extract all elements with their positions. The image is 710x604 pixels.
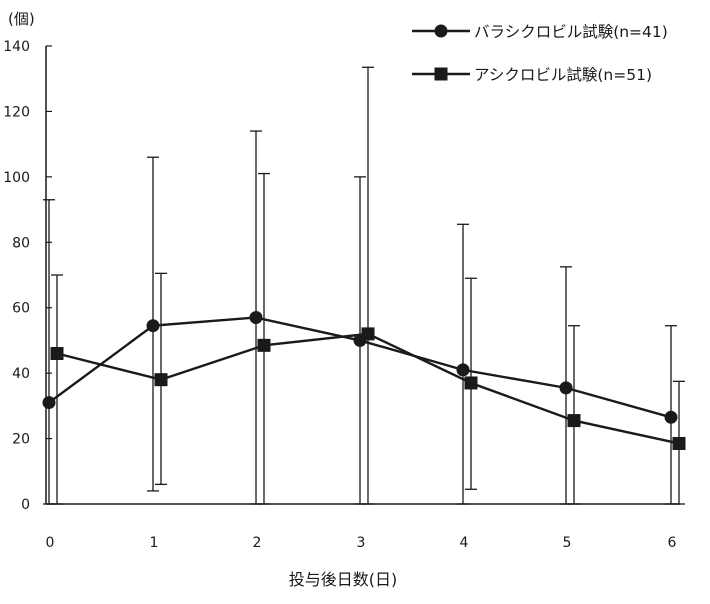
x-tick-label: 2 bbox=[253, 535, 262, 551]
y-tick-label: 20 bbox=[12, 432, 30, 448]
x-axis-title: 投与後日数(日) bbox=[289, 570, 398, 589]
legend-label: バラシクロビル試験(n=41) bbox=[474, 23, 668, 41]
y-tick-label: 120 bbox=[3, 104, 30, 120]
data-point-circle bbox=[559, 381, 573, 395]
y-tick-label: 0 bbox=[21, 497, 30, 513]
legend-marker-circle bbox=[434, 24, 448, 38]
axes: 0 20 40 60 80 100 120 140 0 1 2 3 4 5 6 bbox=[3, 39, 680, 551]
data-point-circle bbox=[249, 311, 263, 325]
legend-marker-square bbox=[434, 67, 448, 81]
x-tick-label: 1 bbox=[150, 535, 159, 551]
x-tick-label: 0 bbox=[46, 535, 55, 551]
data-point-square bbox=[464, 376, 478, 390]
y-axis-unit-label: (個) bbox=[8, 10, 35, 28]
data-point-square bbox=[567, 414, 581, 428]
data-point-square bbox=[50, 347, 64, 361]
x-tick-label: 4 bbox=[460, 535, 469, 551]
series-markers bbox=[42, 311, 686, 450]
data-point-circle bbox=[42, 396, 56, 410]
x-tick-label: 5 bbox=[563, 535, 572, 551]
y-tick-label: 100 bbox=[3, 170, 30, 186]
data-point-square bbox=[361, 327, 375, 341]
error-bars bbox=[43, 66, 685, 505]
x-tick-label: 3 bbox=[357, 535, 366, 551]
y-tick-label: 80 bbox=[12, 235, 30, 251]
data-point-circle bbox=[456, 363, 470, 377]
y-tick-label: 60 bbox=[12, 301, 30, 317]
data-point-circle bbox=[664, 410, 678, 424]
x-tick-label: 6 bbox=[668, 535, 677, 551]
data-point-square bbox=[257, 338, 271, 352]
data-point-square bbox=[154, 373, 168, 387]
legend: バラシクロビル試験(n=41) アシクロビル試験(n=51) bbox=[412, 23, 668, 84]
y-tick-label: 140 bbox=[3, 39, 30, 55]
y-tick-label: 40 bbox=[12, 366, 30, 382]
data-point-circle bbox=[146, 319, 160, 333]
data-point-square bbox=[672, 436, 686, 450]
legend-label: アシクロビル試験(n=51) bbox=[474, 66, 652, 84]
